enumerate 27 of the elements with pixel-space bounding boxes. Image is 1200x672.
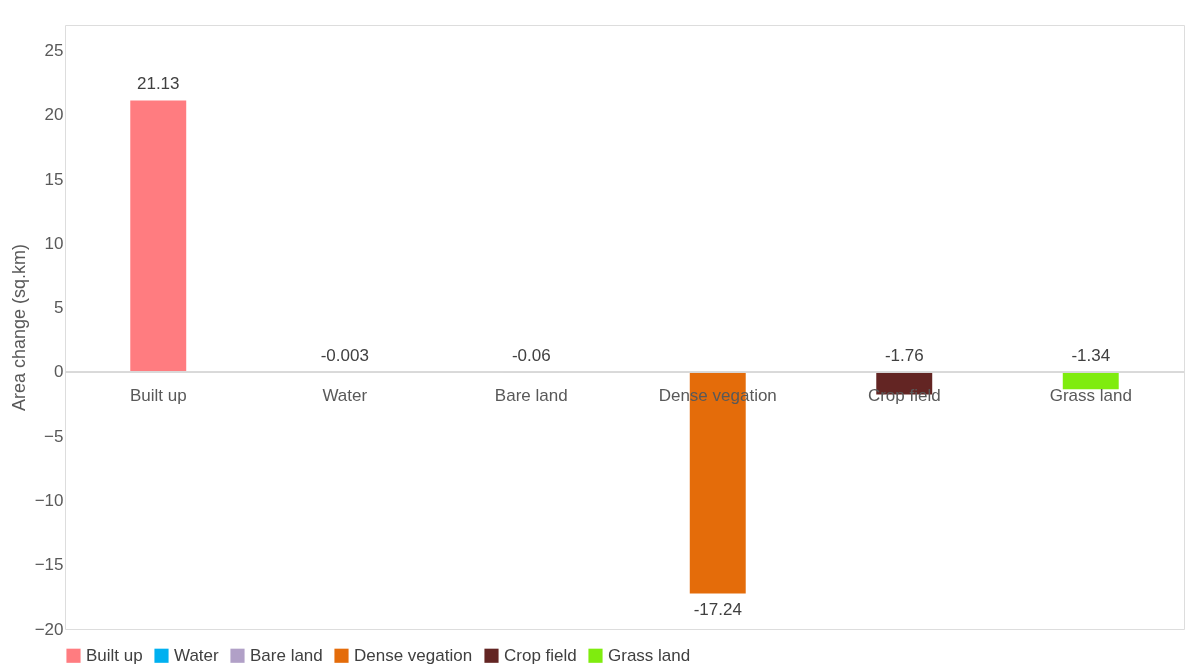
legend-label: Grass land [608,645,691,665]
y-tick-label: −10 [34,490,64,510]
data-label: -0.06 [511,345,551,365]
legend-label: Bare land [250,645,323,665]
y-tick-label: −5 [44,426,64,446]
legend-label: Crop field [504,645,577,665]
y-axis-title: Area change (sq.km) [8,243,29,412]
data-label: 21.13 [136,74,180,94]
y-tick-label: 25 [44,41,64,61]
y-tick-label: 20 [44,105,64,125]
data-label: -1.34 [1071,345,1111,365]
x-tick-label: Bare land [494,385,568,405]
data-label: -1.76 [884,345,924,365]
legend-label: Built up [86,645,143,665]
y-tick-label: 15 [44,169,64,189]
data-label: -0.003 [320,345,369,365]
data-label: -17.24 [693,599,742,619]
legend-label: Dense vegation [354,645,473,665]
y-tick-label: 0 [54,362,64,382]
legend-label: Water [174,645,220,665]
y-tick-label: −20 [34,619,64,639]
y-tick-label: −15 [34,555,64,575]
x-tick-label: Grass land [1049,385,1132,405]
y-tick-label: 5 [54,298,64,318]
x-tick-label: Water [322,385,368,405]
y-tick-label: 10 [44,233,64,253]
x-tick-label: Built up [129,385,187,405]
